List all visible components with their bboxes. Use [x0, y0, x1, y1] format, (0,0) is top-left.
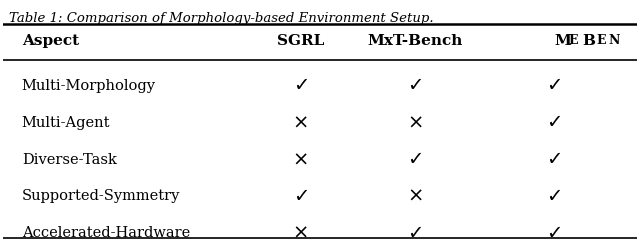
Text: Multi-Morphology: Multi-Morphology — [22, 79, 156, 93]
Text: ✓: ✓ — [292, 77, 309, 95]
Text: ✓: ✓ — [407, 77, 423, 95]
Text: E: E — [569, 34, 578, 47]
Text: E: E — [596, 34, 605, 47]
Text: MxT-Bench: MxT-Bench — [367, 34, 463, 48]
Text: ×: × — [292, 113, 309, 132]
Text: B: B — [582, 34, 595, 48]
Text: ×: × — [292, 224, 309, 243]
Text: Accelerated-Hardware: Accelerated-Hardware — [22, 226, 190, 240]
Text: Multi-Agent: Multi-Agent — [22, 116, 110, 130]
Text: Table 1: Comparison of Morphology-based Environment Setup.: Table 1: Comparison of Morphology-based … — [9, 12, 434, 25]
Text: ×: × — [407, 187, 423, 206]
Text: ✓: ✓ — [547, 224, 563, 243]
Text: ✓: ✓ — [547, 150, 563, 169]
Text: SGRL: SGRL — [277, 34, 324, 48]
Text: ✓: ✓ — [547, 187, 563, 206]
Text: ×: × — [292, 150, 309, 169]
Text: ×: × — [407, 113, 423, 132]
Text: ✓: ✓ — [547, 113, 563, 132]
Text: ✓: ✓ — [547, 77, 563, 95]
Text: Diverse-Task: Diverse-Task — [22, 153, 116, 167]
Text: Supported-Symmetry: Supported-Symmetry — [22, 189, 180, 204]
Text: M: M — [555, 34, 572, 48]
Text: Aspect: Aspect — [22, 34, 79, 48]
Text: N: N — [609, 34, 620, 47]
Text: ✓: ✓ — [292, 187, 309, 206]
Text: ✓: ✓ — [407, 224, 423, 243]
Text: ✓: ✓ — [407, 150, 423, 169]
